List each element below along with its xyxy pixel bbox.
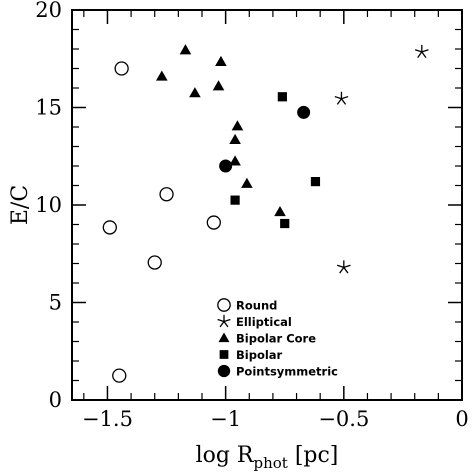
plot-frame	[71, 9, 463, 401]
y-tick-label: 20	[35, 0, 62, 22]
data-point	[147, 255, 162, 270]
data-point	[336, 260, 351, 274]
data-point	[156, 70, 168, 81]
data-point	[274, 206, 286, 217]
data-point	[102, 220, 117, 235]
y-tick-label: 5	[49, 291, 62, 315]
legend-item: Round	[217, 298, 277, 313]
data-point	[334, 91, 349, 105]
data-point	[280, 218, 290, 229]
legend-label: Pointsymmetric	[236, 365, 338, 379]
tick-labels: −1.5 −1 −0.5 0 0 5 10 15 20	[35, 0, 468, 431]
legend-marker	[218, 332, 230, 343]
y-tick-label: 0	[49, 388, 62, 412]
data-point	[112, 368, 127, 383]
y-tick-label: 10	[35, 193, 62, 217]
legend: Round Elliptical Bipolar Core Bipolar Points…	[217, 298, 338, 379]
x-axis-label-subscript: phot	[254, 454, 288, 472]
x-tick-label: −1.5	[82, 407, 133, 431]
x-tick-label: −1	[210, 407, 241, 431]
x-axis-label-main: log R	[196, 443, 255, 468]
data-point	[219, 159, 233, 173]
x-axis-label: log Rphot [pc]	[196, 443, 339, 472]
legend-label: Bipolar Core	[236, 332, 316, 346]
data-point	[229, 133, 241, 145]
legend-marker	[217, 364, 231, 378]
y-axis-label: E/C	[8, 185, 33, 225]
data-points	[102, 44, 429, 383]
data-point	[229, 155, 241, 166]
legend-marker	[217, 298, 231, 312]
legend-label: Bipolar	[236, 348, 283, 362]
series-pointsymmetric	[219, 105, 311, 173]
legend-item: Pointsymmetric	[217, 364, 338, 379]
series-elliptical	[334, 44, 429, 274]
data-point	[212, 80, 225, 91]
data-point	[241, 177, 253, 188]
data-point	[230, 195, 240, 205]
series-bipolar	[230, 92, 321, 229]
x-axis-label-suffix: [pc]	[288, 443, 339, 468]
data-point	[231, 120, 244, 131]
legend-item: Bipolar	[219, 348, 283, 362]
x-tick-label: 0	[455, 407, 468, 431]
legend-marker	[217, 314, 231, 328]
legend-marker	[219, 350, 229, 359]
legend-item: Bipolar Core	[218, 332, 316, 346]
legend-item: Elliptical	[217, 314, 292, 329]
series-round	[102, 61, 221, 383]
data-point	[414, 44, 429, 58]
data-point	[114, 61, 129, 76]
data-point	[277, 92, 287, 102]
legend-label: Round	[236, 299, 277, 313]
data-point	[297, 105, 311, 119]
data-point	[179, 44, 192, 55]
x-tick-label: −0.5	[318, 407, 369, 431]
data-point	[189, 87, 201, 98]
legend-label: Elliptical	[236, 315, 292, 329]
series-bipolar-core	[156, 44, 286, 217]
data-point	[206, 215, 221, 230]
data-point	[310, 177, 321, 187]
data-point	[215, 55, 227, 67]
y-tick-label: 15	[35, 96, 62, 120]
data-point	[159, 187, 174, 202]
axis-ticks	[72, 9, 463, 401]
